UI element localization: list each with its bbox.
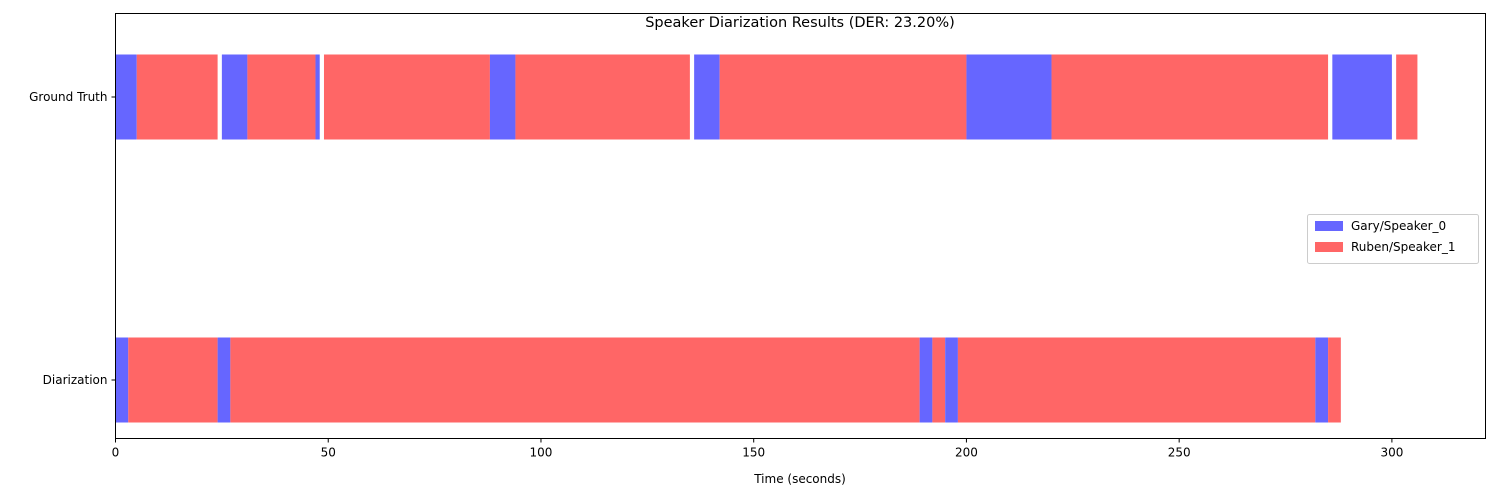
segment-bar [217, 337, 231, 423]
segment-bar [489, 54, 516, 140]
x-tick-label: 300 [1380, 446, 1403, 460]
chart-title: Speaker Diarization Results (DER: 23.20%… [645, 15, 955, 31]
legend-label: Ruben/Speaker_1 [1351, 240, 1456, 254]
segment-bar [247, 54, 316, 140]
y-axis: Ground Truth Diarization [29, 90, 116, 387]
x-tick-label: 100 [530, 446, 553, 460]
y-tick-label: Ground Truth [29, 90, 107, 104]
segment-bar [957, 337, 1316, 423]
segments-layer [115, 54, 1418, 423]
segment-bar [323, 54, 490, 140]
segment-bar [694, 54, 720, 140]
segment-bar [932, 337, 946, 423]
y-tick-label: Diarization [43, 373, 108, 387]
legend-swatch [1315, 221, 1343, 231]
x-tick-label: 50 [321, 446, 336, 460]
legend-label: Gary/Speaker_0 [1351, 219, 1446, 233]
segment-bar [1315, 337, 1329, 423]
segment-bar [1332, 54, 1392, 140]
x-tick-label: 0 [112, 446, 120, 460]
x-tick-label: 150 [742, 446, 765, 460]
segment-bar [315, 54, 320, 140]
segment-bar [515, 54, 690, 140]
segment-bar [115, 337, 129, 423]
segment-bar [128, 337, 218, 423]
segment-bar [1396, 54, 1418, 140]
segment-bar [945, 337, 958, 423]
segment-bar [966, 54, 1052, 140]
legend-frame [1307, 214, 1479, 264]
segment-bar [115, 54, 137, 140]
legend: Gary/Speaker_0 Ruben/Speaker_1 [1307, 214, 1479, 264]
plot-frame [115, 13, 1486, 439]
segment-bar [719, 54, 967, 140]
segment-bar [1051, 54, 1329, 140]
x-axis-label: Time (seconds) [753, 472, 846, 486]
legend-swatch [1315, 242, 1343, 252]
segment-bar [136, 54, 218, 140]
segment-bar [919, 337, 933, 423]
x-tick-label: 250 [1168, 446, 1191, 460]
x-axis: 0 50 100 150 200 250 300 [112, 438, 1403, 460]
segment-bar [230, 337, 920, 423]
x-tick-label: 200 [955, 446, 978, 460]
segment-bar [1328, 337, 1341, 423]
segment-bar [221, 54, 248, 140]
